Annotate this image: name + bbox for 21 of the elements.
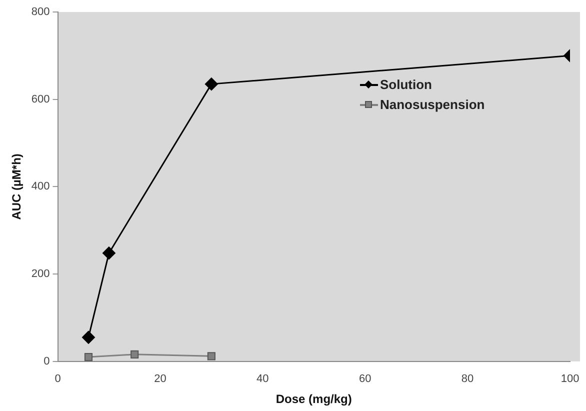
legend-label: Solution (380, 76, 432, 94)
x-axis-title: Dose (mg/kg) (276, 392, 352, 406)
y-tick-label: 0 (44, 355, 50, 368)
x-tick-label: 20 (154, 373, 166, 386)
x-tick-label: 80 (461, 373, 474, 386)
y-axis-title: AUC (µM*h) (10, 154, 24, 220)
y-tick-label: 600 (31, 93, 50, 106)
x-tick-label: 0 (54, 373, 61, 386)
x-tick-label: 40 (256, 373, 269, 386)
point (84, 352, 93, 362)
x-tick-label: 100 (560, 373, 580, 386)
legend-label: Nanosuspension (380, 96, 485, 114)
y-tick-label: 200 (31, 268, 50, 280)
point (204, 78, 218, 91)
point (82, 330, 95, 344)
y-tick-label: 800 (31, 6, 50, 18)
point (130, 350, 139, 358)
y-tick-label: 400 (31, 180, 50, 193)
x-tick-label: 60 (358, 373, 372, 386)
point (102, 246, 116, 260)
point (207, 352, 216, 360)
